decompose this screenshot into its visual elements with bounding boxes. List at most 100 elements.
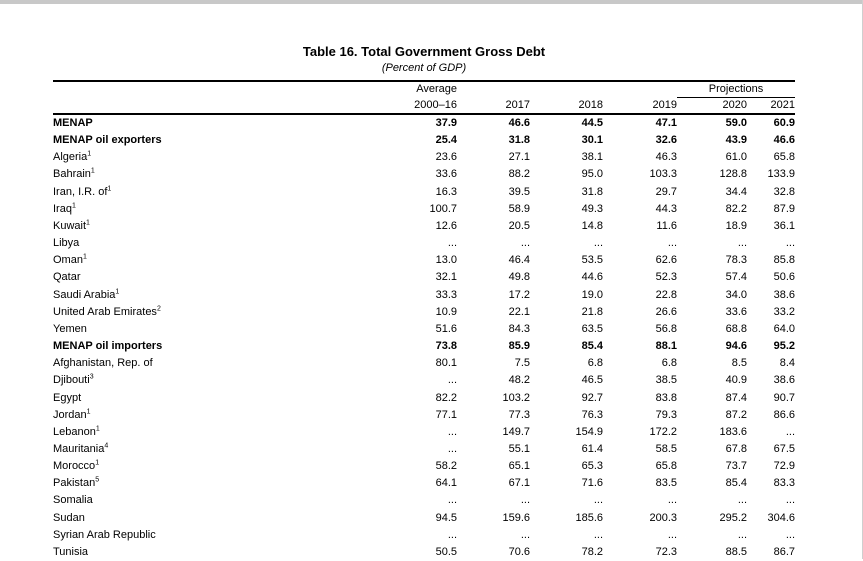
cell-value: ...	[593, 528, 603, 541]
cell-value: 50.5	[435, 545, 457, 558]
column-group-row: Average Projections	[53, 80, 796, 98]
footnote-marker: 1	[87, 150, 92, 158]
cell-value: 71.6	[581, 477, 603, 490]
row-label: Algeria1	[53, 150, 92, 164]
cell-value: 46.5	[581, 374, 603, 387]
cell-value: 90.7	[773, 391, 796, 404]
footnote-marker: 1	[71, 202, 76, 210]
row-label: Jordan1	[53, 408, 91, 421]
cell-value: 200.3	[649, 511, 677, 524]
cell-value: 38.1	[581, 151, 603, 164]
column-group-projections: Projections	[677, 80, 796, 98]
cell-value: 128.8	[719, 168, 747, 181]
cell-value: 103.2	[502, 391, 530, 404]
row-label: Egypt	[53, 391, 82, 404]
cell-value: 72.3	[655, 545, 677, 558]
cell-value: 67.1	[508, 477, 530, 490]
cell-value: ...	[520, 528, 530, 541]
footnote-marker: 5	[95, 476, 100, 484]
row-label: Bahrain1	[53, 167, 95, 181]
cell-value: ...	[520, 237, 530, 250]
cell-value: 295.2	[719, 511, 747, 524]
table-row: Libya..................	[53, 235, 795, 252]
cell-value: 86.7	[773, 545, 796, 558]
column-year-row: 2000–16 2017 2018 2019 2020 2021	[53, 97, 796, 115]
column-header-2017: 2017	[457, 97, 530, 115]
cell-value: ...	[667, 237, 677, 250]
row-label: Morocco1	[53, 459, 100, 473]
column-header-2021: 2021	[747, 97, 796, 115]
cell-value: 86.6	[773, 408, 796, 421]
row-label: Djibouti3	[53, 373, 94, 387]
cell-value: 53.5	[581, 254, 603, 267]
cell-value: 33.6	[435, 168, 457, 181]
table-body: MENAP 37.9 46.6 44.5 47.1 59.0 60.9 MENAP oil e…	[53, 114, 795, 561]
table-row: Algeria1 23.6 27.1 38.1 46.3 61.0 65.8	[53, 149, 795, 166]
cell-value: 8.4	[779, 357, 796, 370]
row-label: United Arab Emirates2	[53, 305, 161, 318]
cell-value: 85.4	[725, 477, 747, 490]
cell-value: 83.3	[773, 477, 796, 490]
cell-value: 60.9	[773, 117, 796, 129]
row-label: Sudan	[53, 511, 85, 524]
row-label: Yemen	[53, 322, 87, 335]
cell-value: 73.7	[725, 460, 747, 473]
cell-value: 185.6	[575, 511, 603, 524]
cell-value: 94.6	[725, 340, 747, 353]
cell-value: 22.1	[508, 305, 530, 318]
table-row: Kuwait1 12.6 20.5 14.8 11.6 18.9 36.1	[53, 218, 795, 235]
table-row: MENAP 37.9 46.6 44.5 47.1 59.0 60.9	[53, 114, 795, 132]
cell-value: 16.3	[435, 185, 457, 198]
cell-value: 8.5	[731, 357, 747, 370]
table-row: Sudan 94.5 159.6 185.6 200.3 295.2 304.6	[53, 510, 795, 527]
table-row: United Arab Emirates2 10.9 22.1 21.8 26.6 33.…	[53, 304, 795, 321]
footnote-marker: 1	[86, 219, 90, 227]
footnote-marker: 1	[86, 408, 91, 415]
cell-value: 79.3	[655, 408, 677, 421]
empty-header-cell	[530, 80, 603, 98]
column-header-2000-16: 2000–16	[363, 97, 457, 115]
cell-value: 82.2	[435, 391, 457, 404]
footnote-marker: 2	[156, 305, 161, 313]
cell-value: 14.8	[581, 219, 603, 232]
cell-value: 31.8	[581, 185, 603, 198]
cell-value: ...	[785, 528, 796, 541]
cell-value: 46.6	[773, 134, 796, 147]
table-header: Average Projections 2000–16 2017 2018 20…	[53, 80, 796, 115]
cell-value: 39.5	[508, 185, 530, 198]
table-row: MENAP oil exporters 25.4 31.8 30.1 32.6 43.9 4…	[53, 132, 795, 149]
cell-value: 67.8	[725, 442, 747, 455]
cell-value: 78.2	[581, 545, 603, 558]
cell-value: 83.5	[655, 477, 677, 490]
cell-value: ...	[593, 237, 603, 250]
table-row: Pakistan5 64.1 67.1 71.6 83.5 85.4 83.3	[53, 475, 795, 492]
cell-value: 7.5	[514, 357, 530, 370]
row-label: Iraq1	[53, 202, 76, 215]
cell-value: 50.6	[773, 271, 796, 284]
cell-value: 6.8	[661, 357, 677, 370]
row-label: Somalia	[53, 494, 93, 507]
footnote-marker: 1	[95, 425, 100, 433]
cell-value: 23.6	[435, 151, 457, 164]
cell-value: 58.2	[435, 460, 457, 473]
table-row: Afghanistan, Rep. of 80.1 7.5 6.8 6.8 8.5 8.4	[53, 355, 795, 372]
cell-value: 87.9	[773, 202, 796, 215]
cell-value: 72.9	[773, 460, 796, 473]
cell-value: 47.1	[655, 117, 677, 129]
cell-value: 21.8	[581, 305, 603, 318]
cell-value: 95.0	[581, 168, 603, 181]
cell-value: 10.9	[435, 305, 457, 318]
cell-value: 65.8	[773, 151, 796, 164]
table-row: Lebanon1... 149.7 154.9 172.2 183.6...	[53, 424, 795, 441]
row-label: Iran, I.R. of1	[53, 184, 112, 198]
cell-value: 33.6	[725, 305, 747, 318]
cell-value: 31.8	[508, 134, 530, 147]
cell-value: 63.5	[581, 322, 603, 335]
cell-value: 172.2	[649, 425, 677, 438]
table-subtitle: (Percent of GDP)	[381, 62, 467, 74]
cell-value: 48.2	[508, 374, 530, 387]
cell-value: 88.5	[725, 545, 747, 558]
cell-value: 83.8	[655, 391, 677, 404]
cell-value: 85.4	[581, 340, 603, 353]
row-label: Tunisia	[53, 545, 89, 558]
